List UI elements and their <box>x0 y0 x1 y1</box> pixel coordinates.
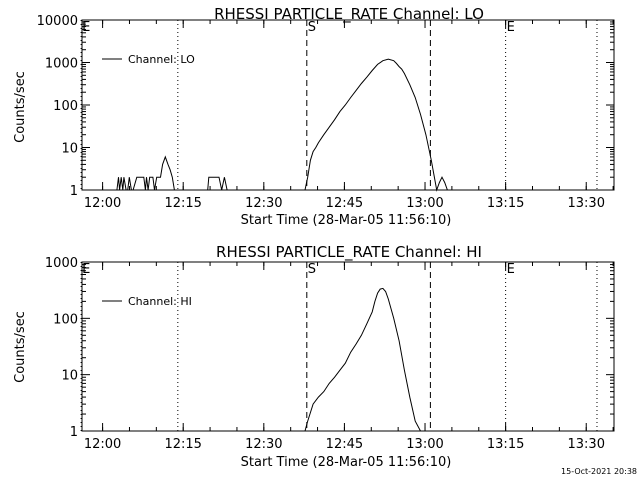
plot-area-hi: 1 10 100 1000 12:00 12:15 12:30 12:45 13:00 13:15… <box>45 256 615 452</box>
chart-panel-hi: RHESSI PARTICLE_RATE Channel: HI Counts/… <box>13 243 615 470</box>
x-tick-label: 12:30 <box>245 196 282 211</box>
y-tick-label: 10000 <box>37 14 78 29</box>
x-tick-label: 12:00 <box>84 437 121 452</box>
y-tick-label: 1 <box>70 184 78 199</box>
y-tick-label: 100 <box>53 99 78 114</box>
x-tick-label: 12:45 <box>326 437 363 452</box>
x-axis-label-hi: Start Time (28-Mar-05 11:56:10) <box>241 455 452 470</box>
series-line <box>82 287 614 432</box>
plot-area-lo: 1 10 100 1000 10000 12:00 12:15 12:30 12:45 13:00… <box>37 14 615 211</box>
event-marker-label: E <box>82 20 90 35</box>
x-tick-label: 13:00 <box>406 196 443 211</box>
event-marker-label: E <box>507 262 515 277</box>
x-tick-label: 13:30 <box>568 437 605 452</box>
y-tick-label: 100 <box>53 312 78 327</box>
x-tick-label: 12:15 <box>164 437 201 452</box>
plot-frame <box>81 261 615 432</box>
x-tick-label: 12:45 <box>326 196 363 211</box>
x-tick-label: 13:15 <box>487 437 524 452</box>
y-tick-label: 1000 <box>45 256 78 271</box>
event-marker-label: S <box>308 20 316 35</box>
y-tick-label: 1000 <box>45 57 78 72</box>
x-tick-label: 12:15 <box>164 196 201 211</box>
event-marker-label: E <box>82 262 90 277</box>
y-tick-label: 10 <box>61 142 78 157</box>
x-tick-label: 13:00 <box>406 437 443 452</box>
chart-title-lo: RHESSI PARTICLE_RATE Channel: LO <box>214 5 484 24</box>
plot-frame <box>81 19 615 191</box>
x-tick-label: 13:15 <box>487 196 524 211</box>
footer-timestamp: 15-Oct-2021 20:38 <box>561 467 637 476</box>
event-marker-label: S <box>308 262 316 277</box>
legend-label: Channel: HI <box>128 295 192 308</box>
x-tick-label: 12:30 <box>245 437 282 452</box>
x-axis-label-lo: Start Time (28-Mar-05 11:56:10) <box>241 213 452 228</box>
chart-panel-lo: RHESSI PARTICLE_RATE Channel: LO Counts/… <box>13 5 615 228</box>
y-tick-label: 1 <box>70 425 78 440</box>
x-tick-label: 12:00 <box>84 196 121 211</box>
legend-label: Channel: LO <box>128 53 195 66</box>
y-axis-label-hi: Counts/sec <box>13 311 28 383</box>
y-axis-label-lo: Counts/sec <box>13 71 28 143</box>
y-tick-label: 10 <box>61 369 78 384</box>
x-tick-label: 13:30 <box>568 196 605 211</box>
chart-title-hi: RHESSI PARTICLE_RATE Channel: HI <box>216 243 482 262</box>
series-line <box>82 58 614 192</box>
event-marker-label: E <box>507 20 515 35</box>
